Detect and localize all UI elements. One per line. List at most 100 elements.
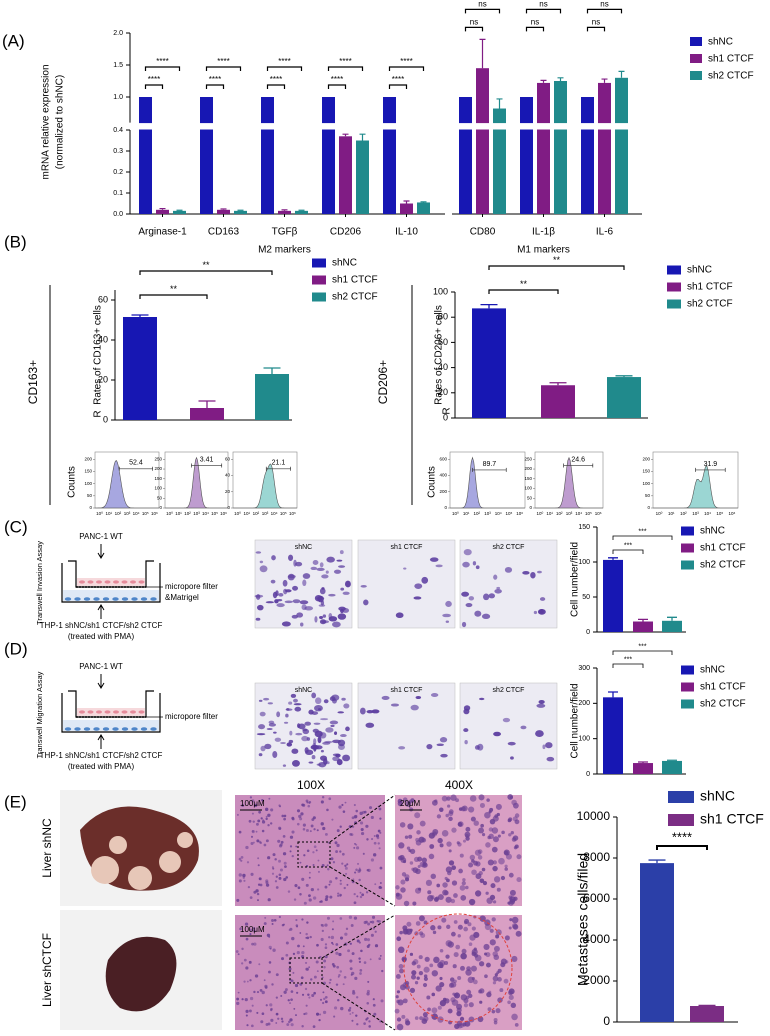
- nucleus: [403, 900, 410, 907]
- nucleus: [327, 868, 330, 871]
- cell: [274, 737, 282, 742]
- cell: [130, 710, 136, 714]
- nucleus: [335, 877, 338, 880]
- nucleus: [461, 881, 466, 886]
- well: [61, 563, 161, 603]
- significance-bracket: [586, 8, 623, 14]
- medium: [77, 578, 145, 586]
- y-tick-label: 20: [438, 387, 448, 397]
- significance-bracket: [266, 84, 286, 89]
- nucleus: [417, 864, 421, 868]
- nucleus: [375, 834, 380, 838]
- nucleus: [493, 945, 500, 952]
- nucleus: [303, 901, 307, 905]
- nucleus: [305, 1004, 308, 1007]
- nucleus: [481, 833, 486, 837]
- nucleus: [466, 989, 472, 995]
- nucleus: [303, 854, 306, 857]
- flow-x-tick-label: 10¹: [463, 511, 470, 516]
- nucleus: [481, 867, 486, 872]
- y-tick-label: 6000: [583, 891, 610, 905]
- nucleus: [455, 798, 460, 803]
- nucleus: [368, 943, 371, 947]
- cell: [334, 731, 338, 736]
- nucleus: [285, 941, 289, 945]
- nucleus: [344, 866, 348, 870]
- nucleus: [238, 830, 242, 834]
- nucleus: [507, 794, 514, 800]
- nucleus: [308, 871, 311, 874]
- flow-x-tick-label: 10⁴: [271, 511, 278, 516]
- nucleus: [409, 861, 414, 865]
- nucleus: [264, 986, 268, 989]
- nucleus: [485, 891, 489, 895]
- nucleus: [353, 846, 356, 849]
- flow-y-title: Counts: [67, 466, 78, 498]
- zoom-lines: [329, 794, 396, 907]
- cell: [302, 579, 307, 587]
- error-bar: [298, 209, 305, 211]
- x-tick-label: CD80: [470, 227, 496, 238]
- nucleus: [439, 948, 444, 953]
- cell: [259, 560, 264, 564]
- nucleus: [492, 975, 499, 982]
- y-tick-label: 60: [98, 294, 108, 304]
- nucleus: [374, 930, 377, 933]
- flow-y-tick-label: 0: [529, 505, 532, 510]
- bar: [383, 97, 396, 214]
- nucleus: [275, 875, 278, 878]
- nucleus: [293, 898, 297, 901]
- nucleus: [241, 804, 245, 807]
- nucleus: [253, 990, 256, 994]
- significance-bracket: [144, 84, 164, 89]
- nucleus: [405, 985, 410, 990]
- flow-y-tick-label: 150: [524, 476, 532, 481]
- nucleus: [251, 799, 255, 803]
- flow-y-tick-label: 150: [84, 469, 92, 474]
- nucleus: [350, 973, 353, 976]
- nucleus: [258, 963, 261, 966]
- cell: [130, 580, 136, 584]
- nucleus: [324, 943, 328, 946]
- group-label: M2 markers: [258, 245, 311, 256]
- nucleus: [271, 983, 274, 986]
- significance-label: **: [170, 284, 178, 294]
- nucleus: [315, 849, 318, 852]
- nucleus: [416, 976, 420, 980]
- cell: [319, 616, 324, 620]
- nucleus: [299, 982, 303, 986]
- y-tick-label: 10000: [577, 809, 611, 823]
- nucleus: [404, 1018, 410, 1023]
- flow-x-tick-label: 10⁶: [516, 511, 523, 516]
- nucleus: [508, 817, 513, 822]
- cell: [292, 585, 299, 591]
- nucleus: [289, 1018, 293, 1022]
- nucleus: [337, 894, 339, 897]
- nucleus: [266, 933, 271, 937]
- nucleus: [270, 1018, 274, 1022]
- cell: [461, 621, 467, 628]
- legend-swatch: [690, 54, 702, 63]
- bar: [476, 68, 489, 214]
- nucleus: [439, 976, 443, 981]
- bar: [493, 108, 506, 214]
- nucleus: [309, 935, 312, 939]
- cell: [429, 557, 439, 562]
- nucleus: [396, 990, 401, 994]
- flow-x-tick-label: 10⁵: [585, 511, 592, 516]
- nucleus: [306, 921, 309, 924]
- nucleus: [399, 930, 403, 935]
- cell: [318, 708, 322, 711]
- cell: [258, 724, 266, 730]
- flow-histogram: [450, 456, 525, 509]
- cell: [150, 597, 157, 601]
- nucleus: [337, 892, 340, 895]
- nucleus: [478, 961, 485, 967]
- nucleus: [339, 850, 342, 853]
- nucleus: [402, 925, 408, 931]
- side-label: Transwell Invasion Assay: [35, 541, 44, 625]
- significance-label: ****: [392, 75, 404, 84]
- bar: [690, 1006, 724, 1022]
- cell: [413, 596, 422, 600]
- flow-histogram: [165, 456, 228, 509]
